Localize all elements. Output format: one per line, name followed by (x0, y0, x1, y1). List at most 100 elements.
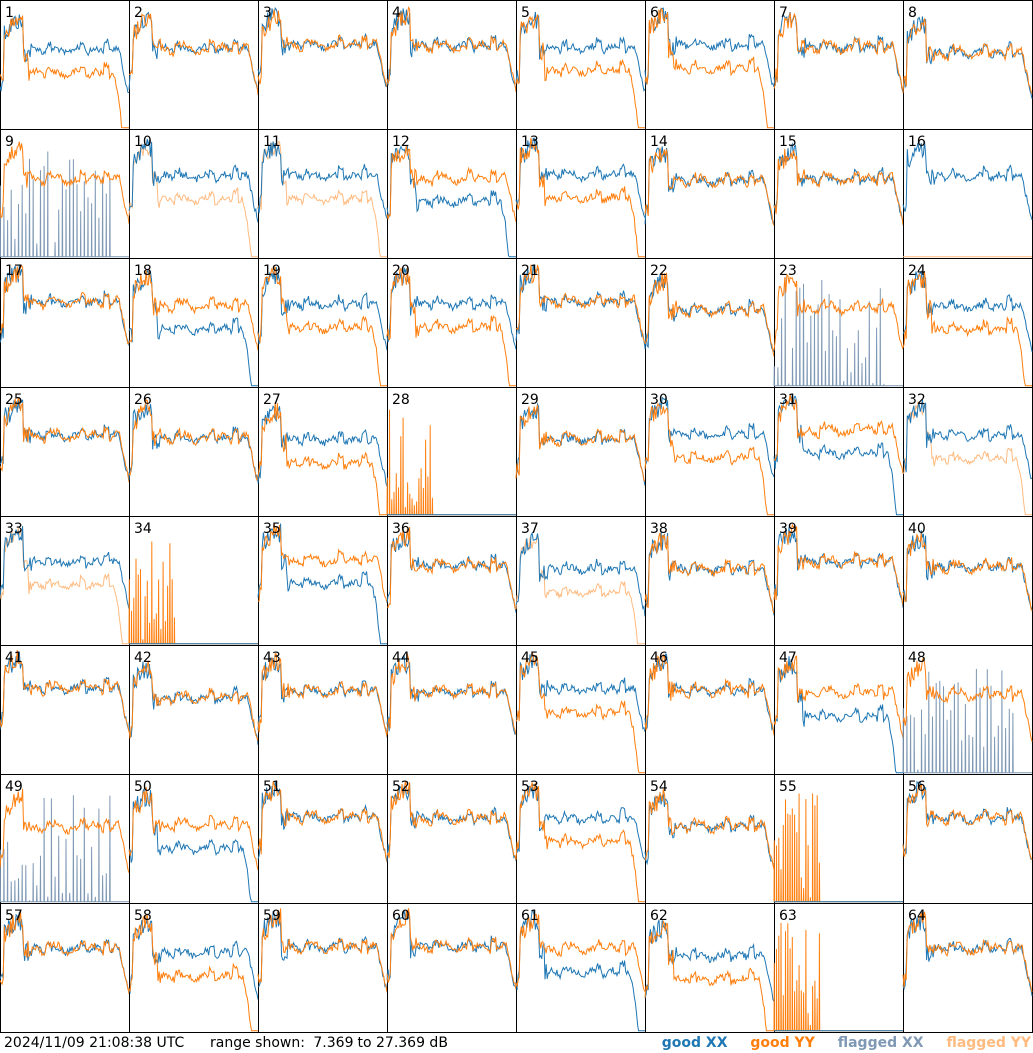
antenna-tile-41: 41 (0, 645, 130, 775)
tile-label: 39 (779, 521, 797, 537)
tile-label: 47 (779, 650, 797, 666)
tile-label: 49 (5, 779, 23, 795)
tile-label: 42 (134, 650, 152, 666)
antenna-tile-43: 43 (257, 645, 388, 775)
series-good-xx (128, 268, 258, 387)
antenna-tile-3: 3 (257, 0, 388, 130)
series-flagged-xx (0, 795, 129, 903)
series-good-xx (257, 141, 388, 219)
series-good-yy (515, 911, 646, 992)
series-good-xx (644, 919, 775, 1002)
tile-label: 50 (134, 779, 152, 795)
tile-frame (387, 903, 517, 1033)
antenna-tile-48: 48 (902, 645, 1033, 775)
series-good-yy (386, 908, 517, 990)
series-good-xx (128, 787, 258, 903)
series-good-yy (0, 15, 129, 129)
series-good-yy (644, 7, 774, 129)
series-good-yy (128, 268, 259, 351)
series-good-xx (902, 140, 1033, 221)
antenna-tile-60: 60 (386, 903, 517, 1033)
range-joiner: to (357, 1035, 372, 1051)
tile-label: 3 (263, 5, 272, 21)
tile-frame (258, 129, 388, 259)
antenna-tile-45: 45 (515, 645, 646, 775)
series-good-xx (644, 653, 775, 734)
tile-frame (645, 645, 775, 775)
series-good-yy (773, 148, 904, 226)
tile-label: 25 (5, 392, 23, 408)
series-good-yy (257, 402, 387, 516)
series-good-yy (902, 911, 1033, 993)
series-good-xx (902, 399, 1033, 480)
antenna-tile-4: 4 (386, 0, 517, 130)
series-good-yy (257, 9, 388, 88)
antenna-tile-55: 55 (773, 774, 904, 904)
antenna-tile-40: 40 (902, 516, 1033, 646)
series-good-yy (515, 137, 645, 258)
series-good-yy (515, 404, 646, 482)
series-good-xx (257, 657, 388, 738)
tile-label: 20 (392, 263, 410, 279)
tile-label: 59 (263, 908, 281, 924)
series-good-yy (0, 396, 130, 483)
series-good-xx (128, 661, 259, 745)
antenna-tile-63: 63 (773, 903, 904, 1033)
series-good-yy (902, 18, 1033, 94)
antenna-tile-10: 10 (128, 129, 259, 259)
series-good-xx (515, 11, 646, 92)
tile-label: 35 (263, 521, 281, 537)
tile-frame (516, 903, 646, 1033)
tile-label: 11 (263, 134, 281, 150)
tile-label: 34 (134, 521, 152, 537)
tile-label: 58 (134, 908, 152, 924)
series-good-xx (902, 530, 1033, 610)
series-good-yy (773, 793, 903, 903)
series-good-yy (773, 655, 904, 739)
series-good-yy (386, 526, 517, 610)
series-flagged-xx (773, 276, 903, 387)
tile-label: 15 (779, 134, 797, 150)
tile-label: 5 (521, 5, 530, 21)
antenna-tile-26: 26 (128, 387, 259, 517)
tile-frame (645, 903, 775, 1033)
antenna-tile-13: 13 (515, 129, 646, 259)
antenna-tile-8: 8 (902, 0, 1033, 130)
antenna-tile-49: 49 (0, 774, 130, 904)
antenna-tile-20: 20 (386, 258, 517, 388)
series-good-xx (515, 531, 646, 617)
antenna-tile-5: 5 (515, 0, 646, 130)
antenna-tile-62: 62 (644, 903, 775, 1033)
tile-frame (387, 0, 517, 130)
series-good-yy (128, 914, 258, 1032)
tile-frame (0, 258, 130, 388)
series-good-xx (773, 393, 903, 516)
tile-label: 23 (779, 263, 797, 279)
tile-label: 38 (650, 521, 668, 537)
tile-label: 32 (908, 392, 926, 408)
antenna-tile-36: 36 (386, 516, 517, 646)
antenna-tile-9: 9 (0, 129, 130, 259)
tile-frame (0, 645, 130, 775)
series-good-yy (386, 409, 516, 516)
series-good-yy (515, 264, 646, 344)
antenna-tile-14: 14 (644, 129, 775, 259)
series-good-yy (644, 789, 775, 870)
series-good-xx (515, 910, 645, 1032)
tile-frame (774, 387, 904, 517)
tile-label: 14 (650, 134, 668, 150)
tile-label: 17 (5, 263, 23, 279)
tile-label: 31 (779, 392, 797, 408)
antenna-tile-17: 17 (0, 258, 130, 388)
tile-label: 1 (5, 5, 14, 21)
series-good-yy (515, 651, 645, 774)
series-flagged-yy (257, 140, 387, 258)
series-good-xx (0, 526, 130, 609)
tile-label: 36 (392, 521, 410, 537)
series-flagged-yy (902, 401, 1032, 516)
tile-frame (903, 903, 1033, 1033)
series-good-xx (128, 917, 259, 1000)
antenna-tile-25: 25 (0, 387, 130, 517)
series-good-yy (902, 783, 1033, 861)
antenna-tile-37: 37 (515, 516, 646, 646)
